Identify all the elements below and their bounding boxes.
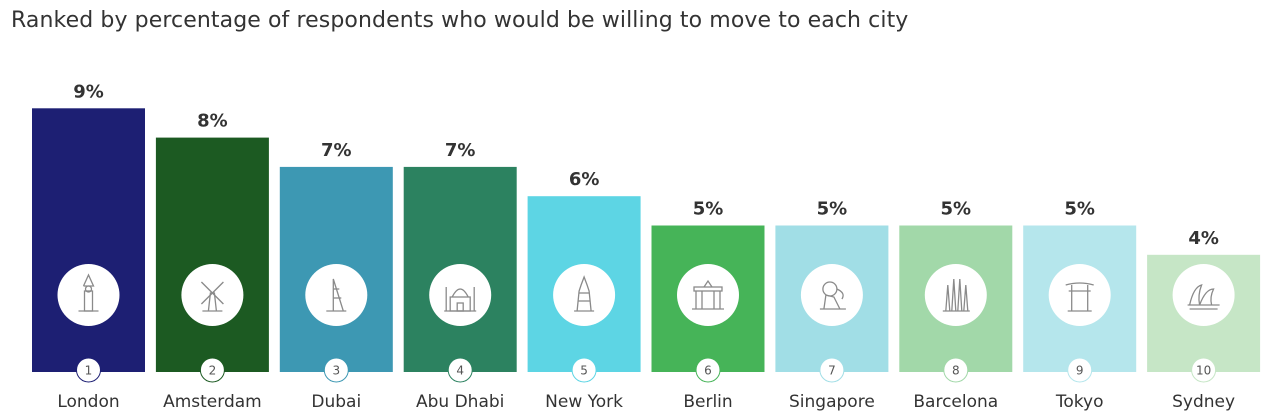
rank-label: 6	[704, 364, 712, 378]
bar-london	[32, 108, 145, 373]
rank-label: 5	[580, 364, 588, 378]
data-label: 5%	[941, 199, 972, 220]
data-label: 5%	[693, 199, 724, 220]
torii-gate-icon	[1048, 264, 1111, 326]
data-label: 5%	[1064, 199, 1095, 220]
data-label: 4%	[1188, 228, 1219, 249]
rank-label: 9	[1076, 364, 1084, 378]
data-label: 8%	[197, 111, 228, 132]
rank-badge	[943, 357, 969, 383]
rank-label: 1	[85, 364, 93, 378]
category-label: Singapore	[789, 392, 875, 412]
rank-label: 10	[1196, 364, 1211, 378]
rank-badge	[571, 357, 597, 383]
rank-badge	[199, 357, 225, 383]
category-label: Tokyo	[1055, 392, 1104, 412]
category-label: New York	[545, 392, 623, 412]
rank-label: 3	[332, 364, 340, 378]
data-label: 7%	[321, 140, 352, 161]
data-label: 5%	[817, 199, 848, 220]
rank-badge	[1067, 357, 1093, 383]
rank-badge	[1191, 357, 1217, 383]
bar-amsterdam	[155, 137, 269, 372]
brandenburg-gate-icon	[677, 264, 739, 326]
rank-badge	[323, 357, 349, 383]
rank-badge	[76, 357, 101, 383]
rank-label: 4	[456, 364, 464, 378]
windmill-icon	[181, 264, 244, 326]
rank-label: 8	[952, 364, 960, 378]
data-label: 6%	[569, 169, 600, 190]
skyscraper-icon	[553, 264, 616, 326]
data-label: 9%	[73, 81, 104, 102]
category-label: Amsterdam	[163, 392, 262, 412]
rank-badge	[695, 357, 721, 383]
burj-al-arab-icon	[305, 264, 368, 326]
chart-subtitle: Ranked by percentage of respondents who …	[11, 8, 909, 33]
opera-house-icon	[1172, 264, 1235, 326]
merlion-icon	[800, 264, 863, 326]
sagrada-familia-icon	[924, 264, 987, 326]
category-label: London	[57, 392, 119, 412]
mosque-icon	[429, 264, 492, 326]
rank-badge	[819, 357, 845, 383]
category-label: Sydney	[1172, 392, 1235, 412]
rank-label: 7	[828, 364, 836, 378]
big-ben-icon	[57, 264, 120, 326]
category-label: Abu Dhabi	[416, 392, 504, 412]
rank-label: 2	[209, 364, 217, 378]
category-label: Barcelona	[913, 392, 998, 412]
category-label: Berlin	[683, 392, 732, 412]
category-label: Dubai	[311, 392, 361, 412]
rank-badge	[447, 357, 473, 383]
data-label: 7%	[445, 140, 476, 161]
